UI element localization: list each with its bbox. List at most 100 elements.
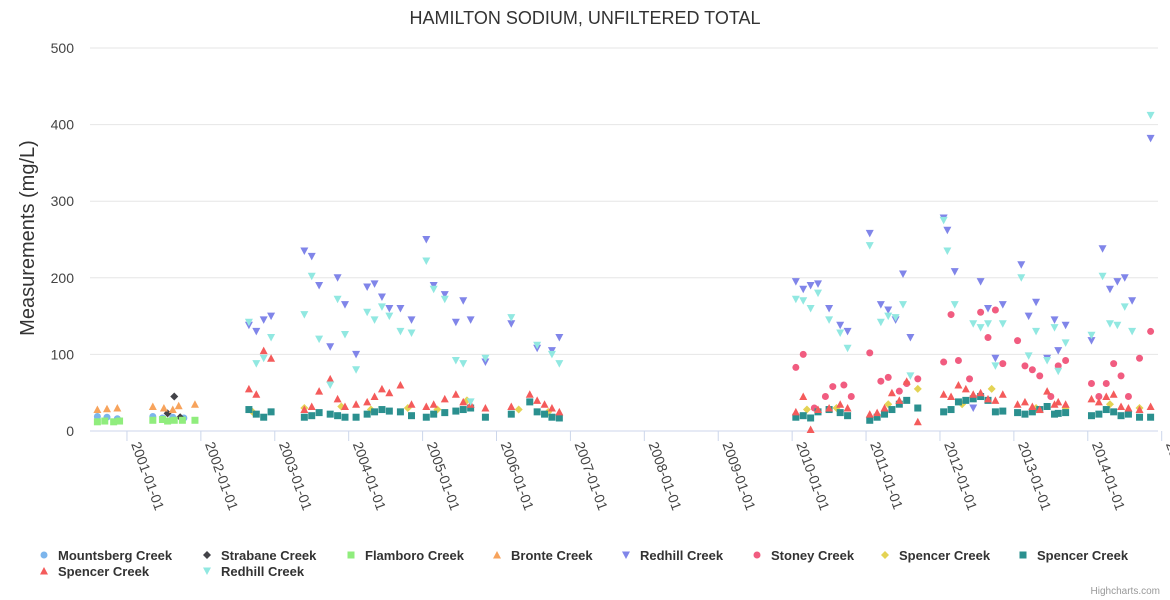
- legend-item[interactable]: Bronte Creek: [493, 548, 593, 563]
- data-point: [429, 285, 438, 294]
- legend-item[interactable]: Redhill Creek: [622, 548, 724, 563]
- data-point: [791, 295, 800, 304]
- data-point: [947, 392, 956, 401]
- x-axis: 2001-01-01 2002-01-01 2003-01-01 2004-01-01…: [126, 431, 1170, 513]
- legend-label: Flamboro Creek: [365, 548, 465, 563]
- data-point: [1094, 397, 1103, 406]
- data-point: [950, 301, 959, 309]
- data-point: [1020, 397, 1029, 406]
- data-point: [984, 394, 993, 403]
- data-point: [451, 390, 460, 398]
- data-point: [1061, 339, 1070, 347]
- data-point: [895, 400, 903, 408]
- data-point: [807, 414, 815, 422]
- data-point: [555, 407, 564, 416]
- data-point: [340, 402, 349, 410]
- data-point: [977, 308, 985, 316]
- legend-label: Bronte Creek: [511, 548, 593, 563]
- data-point: [1087, 412, 1095, 420]
- legend-item[interactable]: Spencer Creek: [881, 548, 991, 563]
- data-point: [1147, 327, 1155, 335]
- data-point: [1095, 393, 1103, 401]
- data-point: [174, 401, 183, 410]
- data-point: [533, 408, 541, 416]
- data-point: [895, 396, 904, 404]
- legend-marker-icon: [1019, 551, 1027, 559]
- legend-marker-icon: [753, 551, 761, 559]
- data-point: [385, 407, 393, 415]
- data-point: [976, 324, 985, 332]
- x-tick-label: 2007-01-01: [572, 440, 612, 513]
- data-point: [814, 280, 823, 288]
- data-point: [1047, 393, 1055, 401]
- data-point: [259, 316, 268, 324]
- data-point: [315, 281, 324, 290]
- data-point: [799, 412, 807, 420]
- data-point: [866, 416, 874, 424]
- data-point: [459, 360, 468, 368]
- data-point: [1146, 402, 1155, 410]
- data-point: [555, 360, 564, 368]
- data-point: [847, 393, 855, 401]
- legend-item[interactable]: Spencer Creek: [1019, 548, 1129, 563]
- legend-item[interactable]: Spencer Creek: [40, 564, 150, 579]
- data-point: [467, 404, 475, 412]
- data-point: [814, 405, 823, 414]
- x-tick-label: 2001-01-01: [128, 440, 168, 513]
- data-point: [984, 334, 992, 342]
- data-point: [999, 360, 1007, 368]
- legend-marker-icon: [203, 551, 211, 559]
- data-point: [836, 409, 844, 417]
- data-point: [1146, 134, 1155, 143]
- data-point: [370, 392, 379, 401]
- data-point: [1021, 362, 1029, 370]
- data-point: [906, 334, 915, 342]
- data-point: [441, 409, 449, 417]
- data-point: [363, 283, 372, 291]
- data-point: [1054, 367, 1063, 376]
- credits-link[interactable]: Highcharts.com: [1091, 586, 1160, 597]
- data-point: [1146, 111, 1155, 120]
- data-point: [363, 308, 372, 317]
- data-point: [245, 406, 253, 414]
- data-point: [164, 417, 172, 425]
- data-point: [326, 381, 335, 390]
- data-point: [991, 408, 999, 416]
- legend-item[interactable]: Redhill Creek: [203, 564, 305, 579]
- data-point: [998, 390, 1007, 398]
- legend-item[interactable]: Flamboro Creek: [347, 548, 465, 563]
- data-point: [888, 406, 896, 414]
- legend[interactable]: Mountsberg Creek Strabane Creek Flamboro C…: [40, 548, 1129, 579]
- series-8: [244, 346, 1155, 433]
- data-point: [914, 375, 922, 383]
- data-point: [961, 384, 970, 393]
- x-tick-label: 2009-01-01: [719, 440, 759, 513]
- data-point: [1095, 410, 1103, 418]
- data-point: [844, 412, 852, 420]
- legend-item[interactable]: Strabane Creek: [203, 548, 317, 563]
- data-point: [452, 407, 460, 415]
- data-point: [1050, 324, 1059, 332]
- data-point: [865, 242, 874, 250]
- legend-item[interactable]: Mountsberg Creek: [40, 548, 173, 563]
- data-point: [836, 321, 845, 330]
- data-point: [113, 404, 122, 412]
- legend-item[interactable]: Stoney Creek: [753, 548, 855, 563]
- data-point: [158, 416, 166, 424]
- data-point: [1117, 412, 1125, 420]
- y-tick-label: 200: [51, 270, 75, 286]
- data-point: [308, 412, 316, 420]
- data-point: [370, 280, 379, 288]
- data-point: [1014, 409, 1022, 417]
- data-point: [149, 416, 157, 424]
- data-point: [1028, 402, 1037, 410]
- data-point: [300, 247, 309, 255]
- data-point: [429, 400, 438, 408]
- data-point: [969, 395, 977, 403]
- legend-marker-icon: [622, 551, 630, 559]
- data-point: [843, 344, 852, 353]
- data-point: [1136, 413, 1144, 421]
- x-tick-label: 2005-01-01: [424, 440, 464, 513]
- data-point: [422, 402, 431, 410]
- data-point: [1102, 406, 1110, 414]
